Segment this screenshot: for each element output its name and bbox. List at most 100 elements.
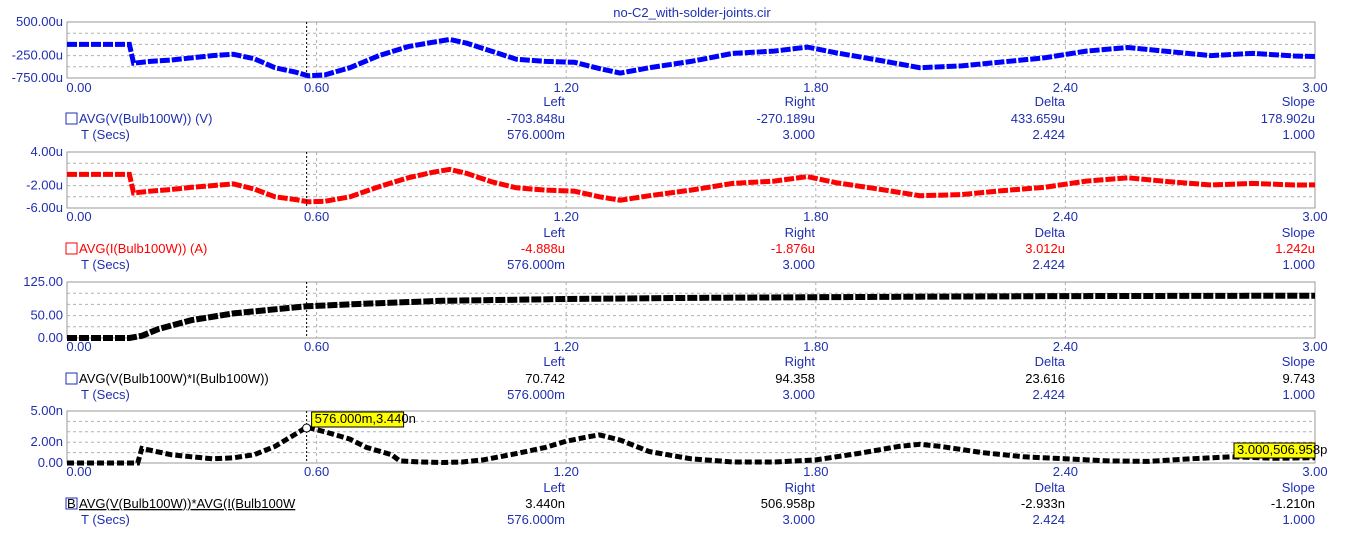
- t-axis-label: T (Secs): [81, 512, 130, 527]
- y-tick-label-top: 125.00: [23, 274, 63, 289]
- trace-checkbox: [65, 497, 78, 510]
- data-series-line: [67, 36, 1316, 79]
- t-axis-label: T (Secs): [81, 387, 130, 402]
- trace-checkbox: [65, 242, 78, 255]
- cursor-header-right: Right: [785, 480, 816, 495]
- cursor-delta-value: -2.933n: [1021, 496, 1065, 511]
- plot-frame: [66, 151, 1316, 209]
- cursor-left-value: 3.440n: [525, 496, 565, 511]
- x-tick-label: 3.00: [1302, 339, 1327, 354]
- cursor-left-marker: [302, 423, 312, 433]
- data-series-line: [67, 292, 1316, 341]
- x-tick-label: 0.60: [304, 464, 329, 479]
- x-tick-label: 2.40: [1053, 80, 1078, 95]
- t-right-value: 3.000: [782, 512, 815, 527]
- x-tick-label: 2.40: [1053, 339, 1078, 354]
- t-left-value: 576.000m: [507, 257, 565, 272]
- cursor-header-right: Right: [785, 354, 816, 369]
- cursor-header-slope: Slope: [1282, 94, 1315, 109]
- cursor-slope-value: 9.743: [1282, 371, 1315, 386]
- cursor-right-value: 506.958p: [761, 496, 815, 511]
- t-axis-label: T (Secs): [81, 127, 130, 142]
- data-series-line: [67, 166, 1316, 205]
- cursor-delta-value: 3.012u: [1025, 241, 1065, 256]
- cursor-header-right: Right: [785, 94, 816, 109]
- x-tick-label: 1.80: [803, 339, 828, 354]
- trace-name: AVG(V(Bulb100W)*I(Bulb100W)): [79, 371, 269, 386]
- y-tick-label-mid: 50.00: [30, 308, 63, 323]
- cursor-delta-value: 23.616: [1025, 371, 1065, 386]
- cursor-left-value: 70.742: [525, 371, 565, 386]
- cursor-slope-value: 178.902u: [1261, 111, 1315, 126]
- x-tick-label: 3.00: [1302, 209, 1327, 224]
- chart-title: no-C2_with-solder-joints.cir: [613, 5, 771, 20]
- cursor-right-value: 94.358: [775, 371, 815, 386]
- t-delta-value: 2.424: [1032, 512, 1065, 527]
- cursor-left-tooltip: 576.000m,3.440n: [315, 411, 416, 426]
- x-tick-label: 2.40: [1053, 464, 1078, 479]
- y-tick-label-bottom: 0.00: [38, 455, 63, 470]
- trace-checkbox: [65, 112, 78, 125]
- x-tick-label: 2.40: [1053, 209, 1078, 224]
- t-slope-value: 1.000: [1282, 512, 1315, 527]
- data-series-line: [67, 424, 1316, 466]
- y-tick-label-top: 500.00u: [16, 14, 63, 29]
- y-tick-label-top: 4.00u: [30, 144, 63, 159]
- trace-checkbox-mark: B: [67, 496, 76, 511]
- cursor-right-value: -270.189u: [756, 111, 815, 126]
- y-tick-label-top: 5.00n: [30, 403, 63, 418]
- cursor-header-delta: Delta: [1035, 94, 1066, 109]
- t-right-value: 3.000: [782, 127, 815, 142]
- trace-name: AVG(V(Bulb100W))*AVG(I(Bulb100W: [79, 496, 296, 511]
- plot-frame: [66, 410, 1316, 464]
- x-tick-label: 0.00: [66, 339, 91, 354]
- trace-checkbox: [65, 372, 78, 385]
- cursor-header-left: Left: [543, 354, 565, 369]
- x-tick-label: 0.00: [66, 80, 91, 95]
- cursor-left-value: -703.848u: [506, 111, 565, 126]
- t-left-value: 576.000m: [507, 127, 565, 142]
- t-delta-value: 2.424: [1032, 257, 1065, 272]
- cursor-delta-value: 433.659u: [1011, 111, 1065, 126]
- t-left-value: 576.000m: [507, 387, 565, 402]
- cursor-header-right: Right: [785, 225, 816, 240]
- t-delta-value: 2.424: [1032, 127, 1065, 142]
- y-tick-label-bottom: 0.00: [38, 330, 63, 345]
- y-tick-label-mid: 2.00n: [30, 434, 63, 449]
- t-axis-label: T (Secs): [81, 257, 130, 272]
- cursor-header-delta: Delta: [1035, 480, 1066, 495]
- cursor-right-tooltip-box: [1233, 442, 1316, 459]
- cursor-header-left: Left: [543, 94, 565, 109]
- x-tick-label: 3.00: [1302, 464, 1327, 479]
- y-tick-label-mid: -250.00u: [12, 48, 63, 63]
- t-slope-value: 1.000: [1282, 387, 1315, 402]
- t-slope-value: 1.000: [1282, 257, 1315, 272]
- cursor-right-value: -1.876u: [771, 241, 815, 256]
- plot-panel-3: 125.00 50.00 0.000.00 0.60 1.20 1.80 2.40 3.00 L…: [23, 274, 1327, 402]
- y-tick-label-mid: -2.00u: [26, 178, 63, 193]
- x-tick-label: 1.80: [803, 209, 828, 224]
- t-slope-value: 1.000: [1282, 127, 1315, 142]
- x-tick-label: 1.20: [554, 80, 579, 95]
- x-tick-label: 1.80: [803, 464, 828, 479]
- x-tick-label: 0.60: [304, 80, 329, 95]
- x-tick-label: 1.20: [554, 209, 579, 224]
- x-tick-label: 3.00: [1302, 80, 1327, 95]
- x-tick-label: 0.00: [66, 209, 91, 224]
- cursor-header-delta: Delta: [1035, 354, 1066, 369]
- cursor-header-left: Left: [543, 225, 565, 240]
- t-delta-value: 2.424: [1032, 387, 1065, 402]
- x-tick-label: 0.00: [66, 464, 91, 479]
- x-tick-label: 0.60: [304, 339, 329, 354]
- cursor-header-delta: Delta: [1035, 225, 1066, 240]
- cursor-header-slope: Slope: [1282, 480, 1315, 495]
- x-tick-label: 1.80: [803, 80, 828, 95]
- t-right-value: 3.000: [782, 257, 815, 272]
- t-right-value: 3.000: [782, 387, 815, 402]
- cursor-header-slope: Slope: [1282, 225, 1315, 240]
- trace-name: AVG(I(Bulb100W)) (A): [79, 241, 207, 256]
